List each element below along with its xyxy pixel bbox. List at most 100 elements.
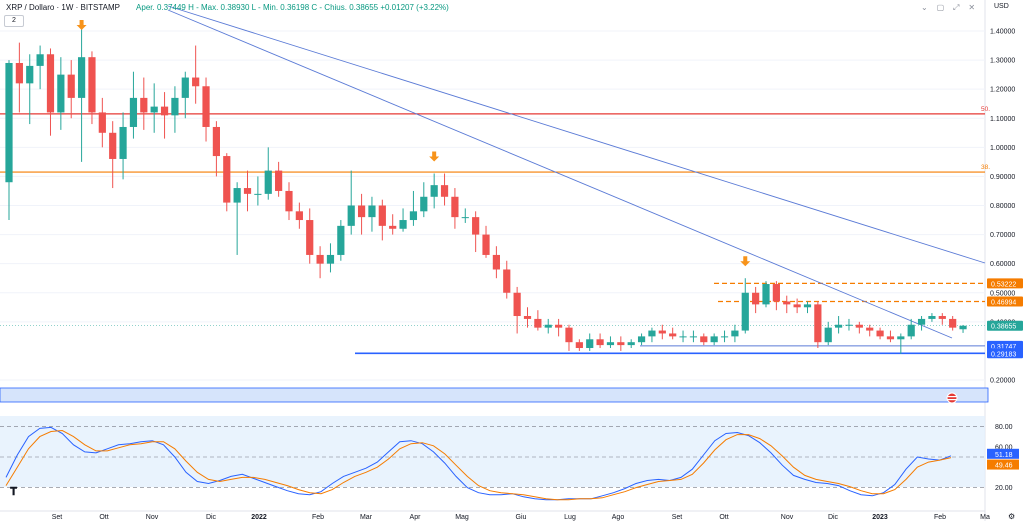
- candle[interactable]: [866, 324, 874, 337]
- candle[interactable]: [129, 71, 138, 139]
- candle[interactable]: [295, 202, 303, 229]
- candle[interactable]: [275, 161, 283, 197]
- candle[interactable]: [658, 324, 666, 340]
- candle[interactable]: [710, 333, 718, 346]
- candle[interactable]: [700, 333, 708, 346]
- candle[interactable]: [337, 220, 345, 261]
- candle[interactable]: [876, 327, 884, 340]
- candle[interactable]: [202, 77, 210, 142]
- candle[interactable]: [46, 48, 55, 136]
- candle[interactable]: [98, 97, 106, 148]
- candle[interactable]: [233, 182, 241, 255]
- candle[interactable]: [689, 330, 698, 343]
- candle[interactable]: [36, 45, 44, 90]
- settings-gear-icon[interactable]: ⚙: [1008, 512, 1015, 521]
- candle[interactable]: [160, 92, 169, 139]
- candle[interactable]: [326, 243, 335, 273]
- candle[interactable]: [824, 321, 832, 346]
- candle[interactable]: [928, 313, 936, 322]
- candle[interactable]: [482, 225, 490, 258]
- candle[interactable]: [77, 25, 86, 162]
- candle[interactable]: [306, 208, 314, 264]
- candle[interactable]: [254, 176, 262, 206]
- candle[interactable]: [430, 173, 438, 209]
- candle[interactable]: [316, 246, 324, 279]
- candle[interactable]: [140, 77, 148, 130]
- candle[interactable]: [617, 336, 625, 351]
- candle[interactable]: [57, 57, 65, 130]
- candle[interactable]: [855, 321, 863, 334]
- candle[interactable]: [679, 330, 687, 343]
- candle[interactable]: [399, 208, 407, 232]
- candle[interactable]: [606, 336, 615, 349]
- candle[interactable]: [959, 324, 967, 333]
- symbol-label[interactable]: XRP / Dollaro · 1W · BITSTAMP: [6, 3, 120, 12]
- candle[interactable]: [772, 281, 780, 311]
- candle[interactable]: [752, 286, 760, 314]
- candle[interactable]: [648, 327, 656, 343]
- close-icon[interactable]: ✕: [968, 3, 976, 12]
- candle[interactable]: [492, 246, 500, 279]
- maximize-icon[interactable]: ⤢: [953, 3, 960, 12]
- candle[interactable]: [555, 318, 563, 337]
- candle[interactable]: [596, 333, 604, 349]
- candle[interactable]: [803, 301, 812, 314]
- candle[interactable]: [917, 316, 926, 331]
- candle[interactable]: [109, 121, 117, 189]
- candle[interactable]: [451, 188, 459, 229]
- candle[interactable]: [938, 313, 946, 325]
- trendline-lower[interactable]: [167, 9, 953, 339]
- candle[interactable]: [192, 45, 200, 104]
- candle[interactable]: [357, 193, 366, 235]
- candle[interactable]: [534, 310, 542, 331]
- candle[interactable]: [741, 278, 749, 334]
- price-axis-bg[interactable]: [985, 0, 1024, 521]
- candle[interactable]: [793, 298, 801, 314]
- candle[interactable]: [368, 196, 376, 232]
- candle[interactable]: [461, 208, 469, 223]
- candle[interactable]: [627, 339, 635, 349]
- candle[interactable]: [783, 295, 791, 314]
- candle[interactable]: [544, 318, 552, 334]
- candle[interactable]: [347, 170, 355, 235]
- candle[interactable]: [378, 199, 386, 241]
- candle[interactable]: [472, 211, 480, 253]
- candle[interactable]: [637, 333, 646, 346]
- candle[interactable]: [897, 333, 905, 354]
- candle[interactable]: [845, 318, 853, 331]
- candle[interactable]: [150, 83, 158, 133]
- candle[interactable]: [523, 307, 532, 328]
- candle[interactable]: [389, 214, 397, 235]
- candle[interactable]: [731, 324, 739, 343]
- candle[interactable]: [886, 330, 895, 343]
- pane-separator[interactable]: [0, 387, 989, 403]
- candle[interactable]: [949, 316, 957, 331]
- candle[interactable]: [440, 173, 449, 206]
- candle[interactable]: [223, 153, 231, 212]
- candle[interactable]: [26, 54, 34, 125]
- candle[interactable]: [212, 121, 220, 177]
- candle[interactable]: [243, 170, 252, 212]
- candle[interactable]: [762, 281, 770, 308]
- candle[interactable]: [285, 182, 293, 221]
- trendline-upper[interactable]: [167, 5, 986, 264]
- candle[interactable]: [814, 301, 822, 349]
- candle[interactable]: [513, 286, 521, 334]
- square-icon[interactable]: ▢: [936, 3, 945, 12]
- candle[interactable]: [67, 60, 75, 119]
- candle[interactable]: [409, 190, 418, 226]
- stoch-d-line[interactable]: [5, 429, 952, 501]
- indicator-count-badge[interactable]: 2: [4, 15, 24, 27]
- candle[interactable]: [88, 51, 96, 125]
- candle[interactable]: [669, 327, 677, 340]
- candle[interactable]: [264, 147, 272, 200]
- candle[interactable]: [565, 324, 573, 351]
- candle[interactable]: [835, 316, 843, 334]
- candle[interactable]: [181, 71, 189, 119]
- candle[interactable]: [5, 60, 13, 221]
- candle[interactable]: [15, 42, 23, 113]
- candle[interactable]: [420, 182, 428, 218]
- candle[interactable]: [575, 339, 583, 351]
- candle[interactable]: [119, 112, 127, 180]
